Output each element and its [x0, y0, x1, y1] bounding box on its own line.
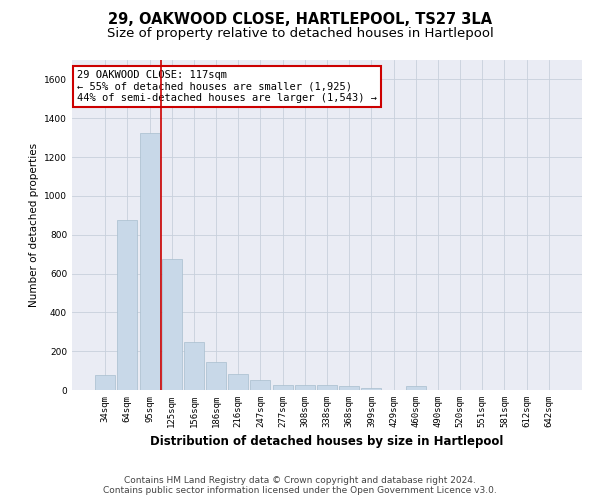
Y-axis label: Number of detached properties: Number of detached properties: [29, 143, 38, 307]
Text: Contains HM Land Registry data © Crown copyright and database right 2024.
Contai: Contains HM Land Registry data © Crown c…: [103, 476, 497, 495]
Text: Size of property relative to detached houses in Hartlepool: Size of property relative to detached ho…: [107, 28, 493, 40]
Bar: [250, 380, 271, 390]
Bar: [118, 220, 137, 390]
X-axis label: Distribution of detached houses by size in Hartlepool: Distribution of detached houses by size …: [151, 436, 503, 448]
Bar: [184, 342, 204, 390]
Bar: [272, 385, 293, 390]
Bar: [162, 259, 182, 390]
Text: 29 OAKWOOD CLOSE: 117sqm
← 55% of detached houses are smaller (1,925)
44% of sem: 29 OAKWOOD CLOSE: 117sqm ← 55% of detach…: [77, 70, 377, 103]
Bar: [140, 133, 160, 390]
Bar: [228, 374, 248, 390]
Bar: [206, 362, 226, 390]
Bar: [339, 386, 359, 390]
Bar: [361, 388, 382, 390]
Text: 29, OAKWOOD CLOSE, HARTLEPOOL, TS27 3LA: 29, OAKWOOD CLOSE, HARTLEPOOL, TS27 3LA: [108, 12, 492, 28]
Bar: [406, 386, 426, 390]
Bar: [95, 376, 115, 390]
Bar: [295, 385, 315, 390]
Bar: [317, 385, 337, 390]
